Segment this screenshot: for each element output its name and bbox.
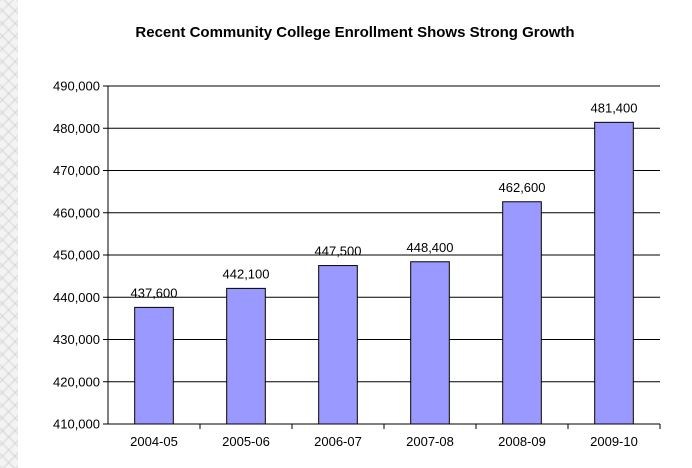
y-tick-label: 410,000 [53, 417, 100, 432]
y-tick-label: 450,000 [53, 248, 100, 263]
y-tick-label: 480,000 [53, 121, 100, 136]
data-label: 462,600 [499, 180, 546, 195]
x-tick-label: 2008-09 [498, 434, 546, 449]
y-tick-label: 430,000 [53, 332, 100, 347]
bar [594, 121, 634, 425]
chart-area: Recent Community College Enrollment Show… [18, 0, 692, 468]
data-label: 442,100 [223, 266, 270, 281]
x-tick-label: 2007-08 [406, 434, 454, 449]
x-tick-label: 2009-10 [590, 434, 638, 449]
data-label: 448,400 [407, 240, 454, 255]
bar [134, 306, 174, 425]
y-tick-label: 460,000 [53, 205, 100, 220]
x-tick-label: 2006-07 [314, 434, 362, 449]
data-label: 437,600 [131, 285, 178, 300]
x-tick-label: 2004-05 [130, 434, 178, 449]
bar [226, 287, 266, 425]
bar [502, 201, 542, 425]
data-label: 447,500 [315, 244, 362, 259]
bar [410, 261, 450, 425]
data-label: 481,400 [591, 100, 638, 115]
bar-chart: 410,000 420,000 430,000 440,000 450,000 460,0… [53, 79, 661, 449]
x-tick-label: 2005-06 [222, 434, 270, 449]
y-tick-label: 470,000 [53, 163, 100, 178]
y-tick-label: 420,000 [53, 374, 100, 389]
y-tick-label: 490,000 [53, 79, 100, 94]
y-tick-label: 440,000 [53, 290, 100, 305]
chart-title: Recent Community College Enrollment Show… [135, 24, 575, 41]
bar [318, 265, 358, 425]
